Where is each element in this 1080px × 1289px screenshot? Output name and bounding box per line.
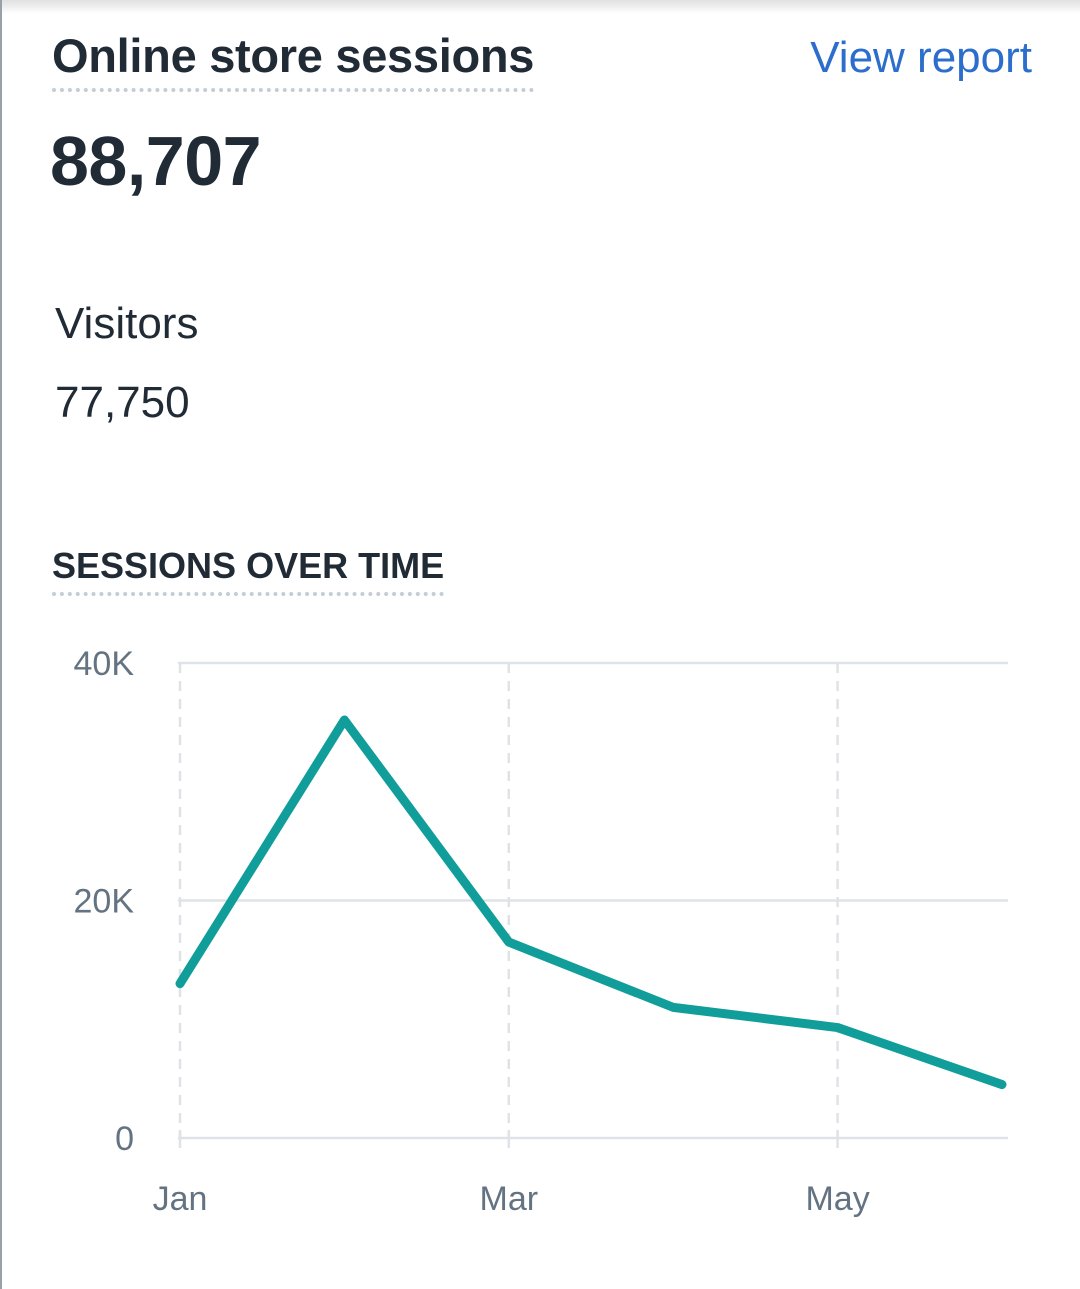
x-tick-label: May — [805, 1180, 869, 1218]
visitors-label: Visitors — [55, 299, 199, 348]
view-report-link[interactable]: View report — [810, 33, 1032, 82]
visitors-value: 77,750 — [55, 378, 190, 427]
x-tick-label: Mar — [480, 1180, 539, 1218]
card-title[interactable]: Online store sessions — [52, 28, 534, 92]
y-tick-label: 40K — [74, 645, 135, 683]
x-tick-label: Jan — [153, 1180, 208, 1218]
sessions-line-chart[interactable]: 0 20K 40K Jan Mar May — [0, 630, 1080, 1250]
total-sessions-value: 88,707 — [50, 122, 262, 200]
sessions-over-time-heading[interactable]: SESSIONS OVER TIME — [52, 544, 445, 596]
top-shadow — [0, 0, 1080, 14]
y-tick-label: 20K — [74, 883, 135, 921]
y-tick-label: 0 — [115, 1120, 134, 1158]
sessions-series-line — [175, 715, 1007, 1090]
card-edge — [0, 0, 2, 1289]
